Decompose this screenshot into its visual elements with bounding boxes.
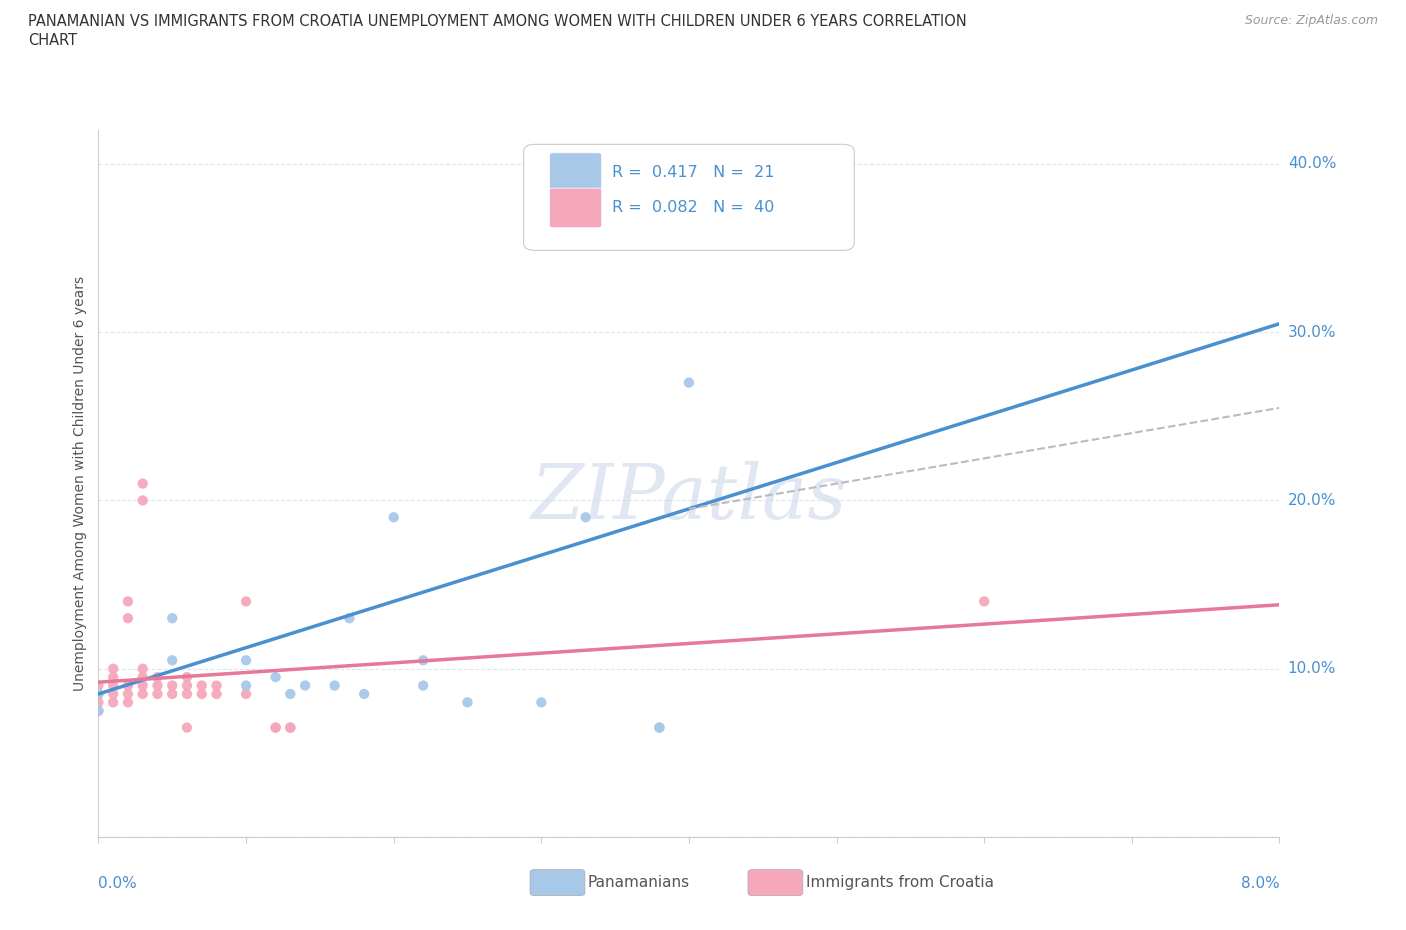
Text: ZIPatlas: ZIPatlas [530,460,848,535]
Point [382,510,405,525]
Point [146,686,169,701]
Point [103,695,124,710]
Text: CHART: CHART [28,33,77,47]
Point [176,670,198,684]
Point [132,476,155,491]
Point [176,686,198,701]
Point [87,703,110,718]
Point [264,670,287,684]
Point [87,686,110,701]
Text: R =  0.082   N =  40: R = 0.082 N = 40 [612,201,775,216]
Point [146,670,169,684]
FancyBboxPatch shape [523,144,855,250]
Point [337,611,360,626]
Point [117,686,139,701]
Text: 40.0%: 40.0% [1288,156,1336,171]
Point [278,686,301,701]
Point [87,678,110,693]
Point [117,678,139,693]
Point [117,695,139,710]
Point [235,653,257,668]
Point [87,703,110,718]
Point [323,678,346,693]
Text: Immigrants from Croatia: Immigrants from Croatia [806,875,994,890]
Point [103,670,124,684]
Point [162,653,183,668]
Point [191,686,214,701]
Point [412,653,434,668]
Point [132,661,155,676]
Point [235,594,257,609]
Text: 10.0%: 10.0% [1288,661,1336,676]
Point [87,686,110,701]
Point [278,720,301,735]
Text: Panamanians: Panamanians [588,875,690,890]
Point [132,686,155,701]
Text: R =  0.417   N =  21: R = 0.417 N = 21 [612,166,775,180]
Point [205,686,228,701]
Point [412,678,434,693]
Text: 0.0%: 0.0% [98,876,138,891]
FancyBboxPatch shape [550,188,602,228]
Point [648,720,671,735]
Point [264,720,287,735]
Point [264,720,287,735]
Point [103,661,124,676]
Y-axis label: Unemployment Among Women with Children Under 6 years: Unemployment Among Women with Children U… [73,276,87,691]
FancyBboxPatch shape [550,153,602,193]
Point [973,594,995,609]
Point [235,678,257,693]
Point [205,678,228,693]
Point [456,695,478,710]
Point [278,720,301,735]
Point [176,678,198,693]
Point [162,686,183,701]
Text: Source: ZipAtlas.com: Source: ZipAtlas.com [1244,14,1378,27]
Point [574,510,596,525]
Point [117,594,139,609]
Point [132,678,155,693]
Point [353,686,375,701]
Point [87,695,110,710]
Point [103,678,124,693]
Text: PANAMANIAN VS IMMIGRANTS FROM CROATIA UNEMPLOYMENT AMONG WOMEN WITH CHILDREN UND: PANAMANIAN VS IMMIGRANTS FROM CROATIA UN… [28,14,967,29]
Point [176,720,198,735]
Text: 20.0%: 20.0% [1288,493,1336,508]
Point [294,678,316,693]
Point [648,720,671,735]
Point [162,678,183,693]
Point [678,375,700,390]
Point [162,611,183,626]
Point [530,695,553,710]
Point [235,686,257,701]
Point [146,678,169,693]
Point [132,493,155,508]
Point [191,678,214,693]
Point [117,611,139,626]
Point [132,670,155,684]
Text: 8.0%: 8.0% [1240,876,1279,891]
Text: 30.0%: 30.0% [1288,325,1336,339]
Point [103,686,124,701]
